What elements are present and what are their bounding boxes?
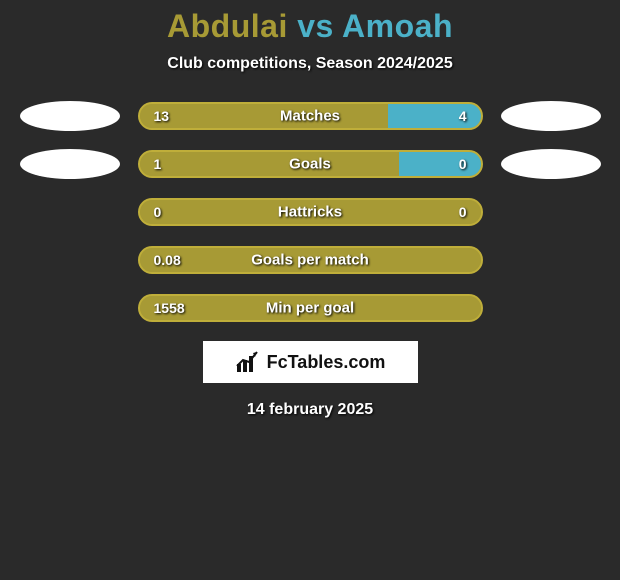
stat-value-left: 1	[154, 156, 162, 172]
title-player2: Amoah	[342, 8, 453, 44]
stat-value-right: 4	[459, 108, 467, 124]
page-title: Abdulai vs Amoah	[0, 8, 620, 45]
stat-label: Min per goal	[266, 300, 354, 317]
stat-bar: Goals 1 0	[138, 150, 483, 178]
stat-label: Goals per match	[251, 252, 369, 269]
stat-value-left: 0	[154, 204, 162, 220]
avatar-right	[501, 149, 601, 179]
avatar-left	[20, 101, 120, 131]
bar-fill-left	[140, 104, 389, 128]
stat-value-right: 0	[459, 204, 467, 220]
bar-fill-right	[399, 152, 481, 176]
avatar-spacer	[20, 293, 120, 323]
avatar-left	[20, 149, 120, 179]
comparison-card: Abdulai vs Amoah Club competitions, Seas…	[0, 0, 620, 419]
avatar-spacer	[20, 197, 120, 227]
stat-value-right: 0	[459, 156, 467, 172]
avatar-right	[501, 101, 601, 131]
stat-rows: Matches 13 4 Goals 1 0 Hattricks 0 0 Goals per ma…	[0, 101, 620, 323]
stat-row: Matches 13 4	[0, 101, 620, 131]
stat-bar: Hattricks 0 0	[138, 198, 483, 226]
date-label: 14 february 2025	[0, 401, 620, 419]
stat-label: Hattricks	[278, 204, 342, 221]
stat-label: Matches	[280, 108, 340, 125]
brand-text: FcTables.com	[267, 352, 386, 373]
stat-value-left: 1558	[154, 300, 185, 316]
stat-bar: Matches 13 4	[138, 102, 483, 130]
stat-value-left: 0.08	[154, 252, 181, 268]
chart-icon	[235, 350, 263, 374]
stat-row: Min per goal 1558	[0, 293, 620, 323]
avatar-spacer	[501, 293, 601, 323]
stat-row: Goals 1 0	[0, 149, 620, 179]
stat-row: Goals per match 0.08	[0, 245, 620, 275]
title-player1: Abdulai	[167, 8, 288, 44]
avatar-spacer	[501, 197, 601, 227]
avatar-spacer	[20, 245, 120, 275]
bar-fill-left	[140, 152, 399, 176]
stat-row: Hattricks 0 0	[0, 197, 620, 227]
subtitle: Club competitions, Season 2024/2025	[0, 55, 620, 73]
stat-value-left: 13	[154, 108, 170, 124]
stat-bar: Min per goal 1558	[138, 294, 483, 322]
stat-label: Goals	[289, 156, 331, 173]
brand-box[interactable]: FcTables.com	[203, 341, 418, 383]
title-vs: vs	[297, 8, 334, 44]
stat-bar: Goals per match 0.08	[138, 246, 483, 274]
avatar-spacer	[501, 245, 601, 275]
